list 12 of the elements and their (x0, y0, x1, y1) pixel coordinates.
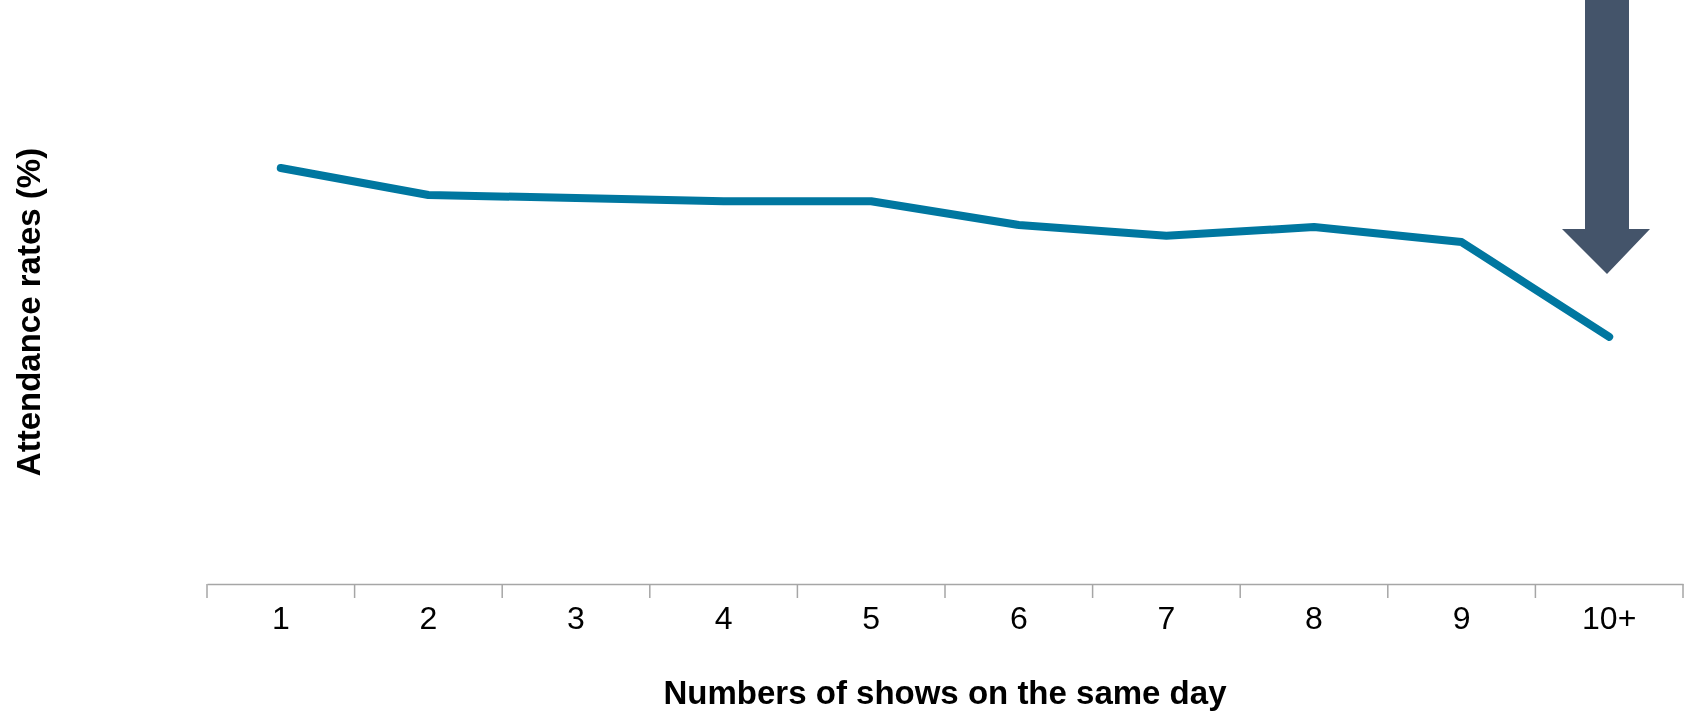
x-tick-label: 2 (419, 599, 438, 636)
x-tick-label: 5 (862, 599, 881, 636)
y-axis-title: Attendance rates (%) (10, 147, 47, 477)
x-tick-label: 10+ (1582, 599, 1637, 636)
x-tick-label: 8 (1305, 599, 1323, 636)
x-tick-label: 1 (271, 599, 290, 636)
x-tick-label: 4 (714, 599, 733, 636)
x-tick-label: 6 (1009, 599, 1028, 636)
x-tick-label: 3 (567, 599, 585, 636)
x-axis-title: Numbers of shows on the same day (663, 674, 1228, 711)
x-tick-label: 9 (1452, 599, 1471, 636)
x-tick-label: 7 (1157, 599, 1176, 636)
